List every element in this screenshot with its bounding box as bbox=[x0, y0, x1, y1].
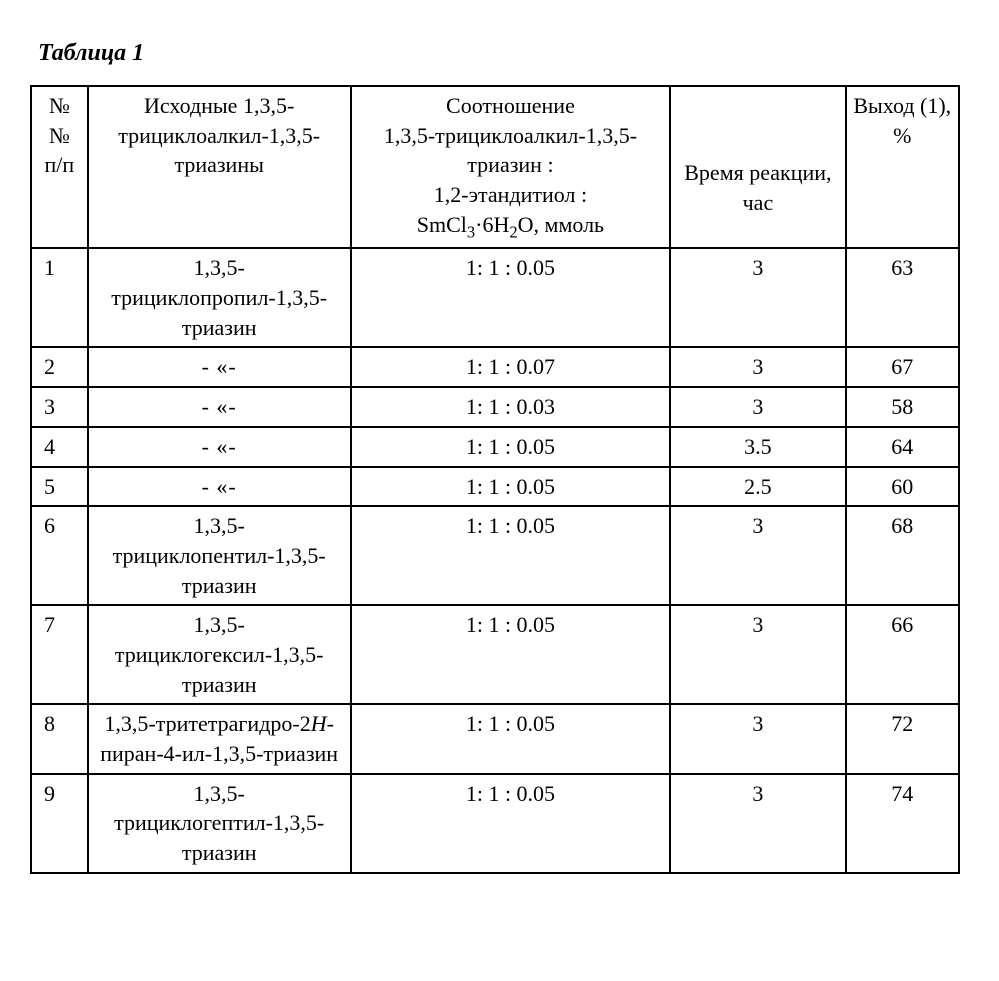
cell-num: 5 bbox=[31, 467, 88, 507]
table-row: 4- «-1: 1 : 0.053.564 bbox=[31, 427, 959, 467]
hdr-ratio-l4: SmCl3·6H2O, ммоль bbox=[417, 212, 604, 237]
data-table: № № п/п Исходные 1,3,5-трициклоалкил-1,3… bbox=[30, 85, 960, 874]
cell-num: 8 bbox=[31, 704, 88, 773]
table-row: 3- «-1: 1 : 0.03358 bbox=[31, 387, 959, 427]
cell-time: 3.5 bbox=[670, 427, 845, 467]
cell-ratio: 1: 1 : 0.05 bbox=[351, 774, 671, 873]
cell-yield: 67 bbox=[846, 347, 959, 387]
cell-source: - «- bbox=[88, 427, 351, 467]
table-row: 91,3,5-трициклогептил-1,3,5-триазин1: 1 … bbox=[31, 774, 959, 873]
cell-ratio: 1: 1 : 0.05 bbox=[351, 467, 671, 507]
cell-ratio: 1: 1 : 0.03 bbox=[351, 387, 671, 427]
cell-source: 1,3,5-трициклопропил-1,3,5-триазин bbox=[88, 248, 351, 347]
hdr-time: Время реакции, час bbox=[670, 86, 845, 248]
cell-source: 1,3,5-трициклопентил-1,3,5-триазин bbox=[88, 506, 351, 605]
cell-ratio: 1: 1 : 0.05 bbox=[351, 427, 671, 467]
table-body: 11,3,5-трициклопропил-1,3,5-триазин1: 1 … bbox=[31, 248, 959, 872]
cell-ratio: 1: 1 : 0.05 bbox=[351, 704, 671, 773]
table-row: 11,3,5-трициклопропил-1,3,5-триазин1: 1 … bbox=[31, 248, 959, 347]
cell-yield: 60 bbox=[846, 467, 959, 507]
cell-source: 1,3,5-тритетрагидро-2Н-пиран-4-ил-1,3,5-… bbox=[88, 704, 351, 773]
header-row: № № п/п Исходные 1,3,5-трициклоалкил-1,3… bbox=[31, 86, 959, 248]
hdr-yield: Выход (1), % bbox=[846, 86, 959, 248]
cell-yield: 64 bbox=[846, 427, 959, 467]
table-caption: Таблица 1 bbox=[38, 40, 969, 67]
cell-time: 3 bbox=[670, 248, 845, 347]
cell-source: - «- bbox=[88, 347, 351, 387]
cell-num: 9 bbox=[31, 774, 88, 873]
table-row: 5- «-1: 1 : 0.052.560 bbox=[31, 467, 959, 507]
cell-time: 3 bbox=[670, 347, 845, 387]
cell-num: 4 bbox=[31, 427, 88, 467]
cell-ratio: 1: 1 : 0.07 bbox=[351, 347, 671, 387]
cell-num: 3 bbox=[31, 387, 88, 427]
cell-yield: 66 bbox=[846, 605, 959, 704]
cell-yield: 68 bbox=[846, 506, 959, 605]
cell-num: 1 bbox=[31, 248, 88, 347]
hdr-ratio-l3: 1,2-этандитиол : bbox=[434, 182, 587, 207]
cell-num: 7 bbox=[31, 605, 88, 704]
hdr-src: Исходные 1,3,5-трициклоалкил-1,3,5-триаз… bbox=[88, 86, 351, 248]
cell-ratio: 1: 1 : 0.05 bbox=[351, 248, 671, 347]
cell-source: 1,3,5-трициклогептил-1,3,5-триазин bbox=[88, 774, 351, 873]
cell-yield: 74 bbox=[846, 774, 959, 873]
cell-time: 2.5 bbox=[670, 467, 845, 507]
table-row: 2- «-1: 1 : 0.07367 bbox=[31, 347, 959, 387]
cell-time: 3 bbox=[670, 704, 845, 773]
cell-time: 3 bbox=[670, 387, 845, 427]
cell-num: 2 bbox=[31, 347, 88, 387]
cell-source: - «- bbox=[88, 387, 351, 427]
cell-yield: 63 bbox=[846, 248, 959, 347]
hdr-ratio: Соотношение 1,3,5-трициклоалкил-1,3,5-тр… bbox=[351, 86, 671, 248]
cell-time: 3 bbox=[670, 774, 845, 873]
cell-yield: 58 bbox=[846, 387, 959, 427]
cell-source: - «- bbox=[88, 467, 351, 507]
cell-ratio: 1: 1 : 0.05 bbox=[351, 506, 671, 605]
cell-num: 6 bbox=[31, 506, 88, 605]
cell-ratio: 1: 1 : 0.05 bbox=[351, 605, 671, 704]
hdr-num: № № п/п bbox=[31, 86, 88, 248]
table-row: 81,3,5-тритетрагидро-2Н-пиран-4-ил-1,3,5… bbox=[31, 704, 959, 773]
cell-time: 3 bbox=[670, 506, 845, 605]
hdr-ratio-l2: 1,3,5-трициклоалкил-1,3,5-триазин : bbox=[384, 123, 637, 178]
hdr-ratio-l1: Соотношение bbox=[446, 93, 575, 118]
table-row: 61,3,5-трициклопентил-1,3,5-триазин1: 1 … bbox=[31, 506, 959, 605]
cell-source: 1,3,5-трициклогексил-1,3,5-триазин bbox=[88, 605, 351, 704]
cell-yield: 72 bbox=[846, 704, 959, 773]
table-row: 71,3,5-трициклогексил-1,3,5-триазин1: 1 … bbox=[31, 605, 959, 704]
cell-time: 3 bbox=[670, 605, 845, 704]
